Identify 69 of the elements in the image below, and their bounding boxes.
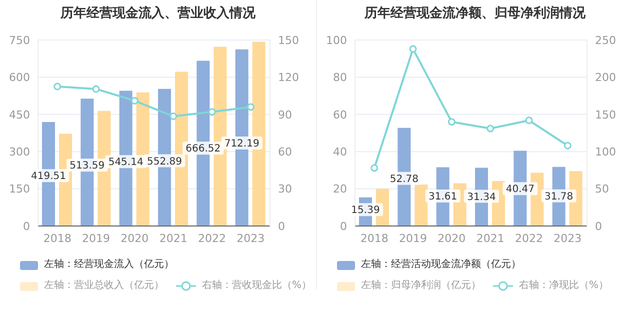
point: [564, 142, 572, 150]
y2-tick-label: 250: [595, 34, 616, 47]
point: [409, 45, 417, 53]
data-label: 31.34: [467, 192, 496, 203]
data-label: 31.78: [544, 191, 574, 202]
y2-tick-label: 200: [595, 71, 616, 84]
y2-tick-label: 100: [595, 146, 616, 159]
point: [92, 85, 100, 93]
x-tick-label: 2023: [236, 232, 265, 245]
data-label: 552.89: [147, 156, 182, 168]
legend-label: 左轴：经营现金流入（亿元）: [44, 258, 174, 272]
point: [54, 82, 62, 90]
y2-tick-label: 30: [278, 182, 292, 196]
x-tick-label: 2018: [360, 232, 388, 245]
x-tick-label: 2021: [159, 232, 188, 245]
y-tick-label: 0: [23, 220, 30, 233]
y-tick-label: 80: [333, 71, 347, 84]
point: [525, 116, 533, 124]
chart-title: 历年经营现金流净额、归母净利润情况: [363, 4, 586, 23]
x-tick-label: 2022: [198, 232, 226, 245]
point: [170, 112, 178, 120]
point: [130, 97, 138, 105]
legend-label: 左轴：归母净利润（亿元）: [361, 278, 481, 293]
y-tick-label: 0: [340, 220, 347, 233]
x-tick-label: 2019: [82, 232, 110, 245]
y-tick-label: 60: [333, 108, 347, 122]
y2-tick-label: 50: [595, 182, 609, 196]
legend-label: 右轴：净现比（%）: [519, 278, 609, 292]
data-label: 513.59: [70, 160, 105, 172]
point: [486, 124, 494, 132]
y-tick-label: 450: [9, 108, 30, 122]
y-tick-label: 600: [9, 71, 30, 84]
x-tick-label: 2023: [554, 232, 582, 245]
y2-tick-label: 60: [278, 146, 292, 159]
x-tick-label: 2020: [120, 232, 149, 245]
y-tick-label: 40: [333, 146, 347, 159]
y-tick-label: 150: [9, 182, 30, 196]
x-tick-label: 2021: [476, 232, 504, 245]
y2-tick-label: 150: [595, 108, 616, 122]
chart-title: 历年经营现金流入、营业收入情况: [59, 4, 256, 23]
x-tick-label: 2018: [43, 232, 72, 245]
bar: [414, 184, 428, 226]
y2-tick-label: 0: [595, 220, 602, 233]
legend-label: 左轴：经营活动现金流净额（亿元）: [361, 258, 521, 272]
y-tick-label: 100: [326, 34, 347, 47]
point: [208, 108, 216, 116]
data-label: 15.39: [351, 205, 380, 216]
data-label: 419.51: [31, 171, 66, 182]
y-tick-label: 750: [9, 34, 30, 47]
x-tick-label: 2022: [515, 232, 543, 245]
data-label: 40.47: [506, 184, 534, 196]
y2-tick-label: 120: [278, 71, 299, 84]
y-tick-label: 20: [333, 182, 347, 196]
data-label: 712.19: [224, 138, 260, 150]
y2-tick-label: 90: [278, 108, 292, 122]
data-label: 31.61: [428, 192, 458, 203]
legend-label: 右轴：营收现金比（%）: [202, 278, 312, 292]
y2-tick-label: 150: [278, 34, 299, 47]
data-label: 666.52: [186, 144, 221, 155]
point: [448, 118, 456, 126]
legend-label: 左轴：营业总收入（亿元）: [44, 278, 164, 293]
x-tick-label: 2020: [438, 232, 466, 245]
y2-tick-label: 0: [278, 220, 285, 233]
x-tick-label: 2019: [399, 232, 427, 245]
point: [370, 164, 378, 172]
point: [246, 103, 254, 111]
y-tick-label: 300: [9, 146, 30, 159]
data-label: 52.78: [390, 174, 418, 185]
data-label: 545.14: [108, 157, 144, 168]
